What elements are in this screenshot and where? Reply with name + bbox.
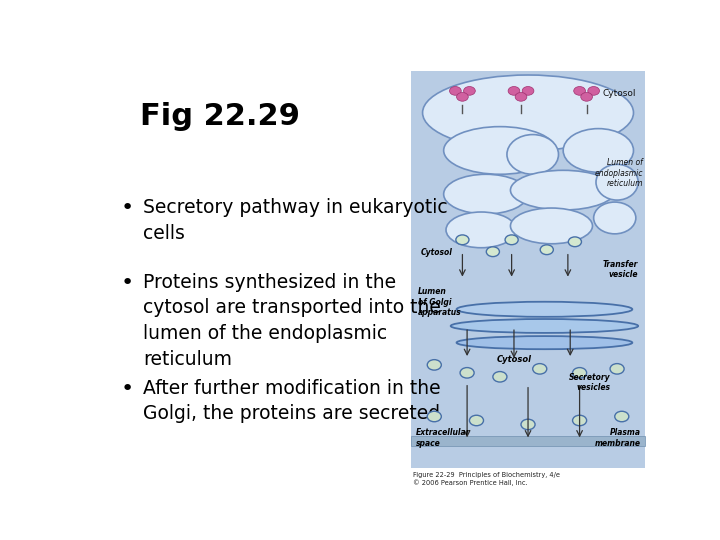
Text: •: •: [121, 273, 134, 293]
Text: •: •: [121, 379, 134, 399]
Circle shape: [427, 360, 441, 370]
Circle shape: [469, 415, 484, 426]
Circle shape: [521, 419, 535, 430]
Text: Secretory
vesicles: Secretory vesicles: [568, 373, 610, 392]
Circle shape: [486, 247, 500, 256]
Circle shape: [493, 372, 507, 382]
Text: Lumen of
endoplasmic
reticulum: Lumen of endoplasmic reticulum: [595, 158, 643, 188]
Text: Cytosol: Cytosol: [497, 355, 531, 364]
Circle shape: [522, 86, 534, 95]
Ellipse shape: [594, 202, 636, 234]
Ellipse shape: [510, 170, 616, 210]
Circle shape: [449, 86, 462, 95]
Text: Figure 22-29  Principles of Biochemistry, 4/e
© 2006 Pearson Prentice Hall, Inc.: Figure 22-29 Principles of Biochemistry,…: [413, 472, 560, 486]
Circle shape: [574, 86, 585, 95]
Text: Plasma
membrane: Plasma membrane: [595, 428, 641, 448]
Bar: [411, 71, 645, 468]
Ellipse shape: [507, 134, 559, 174]
Ellipse shape: [596, 164, 638, 200]
Text: Cytosol: Cytosol: [603, 89, 636, 98]
Text: Transfer
vesicle: Transfer vesicle: [603, 260, 638, 279]
Ellipse shape: [444, 174, 528, 214]
Circle shape: [540, 245, 554, 255]
Circle shape: [572, 368, 587, 378]
Text: Secretory pathway in eukaryotic
cells: Secretory pathway in eukaryotic cells: [143, 198, 448, 242]
Ellipse shape: [510, 208, 593, 244]
Text: Proteins synthesized in the
cytosol are transported into the
lumen of the endopl: Proteins synthesized in the cytosol are …: [143, 273, 441, 369]
Text: •: •: [121, 198, 134, 218]
Circle shape: [427, 411, 441, 422]
Ellipse shape: [444, 126, 556, 174]
Circle shape: [456, 92, 468, 101]
Circle shape: [581, 92, 593, 101]
Circle shape: [568, 237, 582, 247]
Ellipse shape: [451, 319, 638, 333]
Circle shape: [505, 235, 518, 245]
Text: After further modification in the
Golgi, the proteins are secreted: After further modification in the Golgi,…: [143, 379, 441, 423]
Text: Cytosol: Cytosol: [420, 248, 452, 256]
Ellipse shape: [563, 129, 634, 172]
Circle shape: [508, 86, 520, 95]
Text: Extracellular
space: Extracellular space: [415, 428, 470, 448]
Ellipse shape: [456, 336, 632, 349]
Circle shape: [515, 92, 527, 101]
Circle shape: [615, 411, 629, 422]
Circle shape: [533, 363, 546, 374]
Text: Lumen
of Golgi
apparatus: Lumen of Golgi apparatus: [418, 287, 462, 318]
Ellipse shape: [423, 75, 634, 151]
Circle shape: [464, 86, 475, 95]
Ellipse shape: [456, 302, 632, 317]
Circle shape: [572, 415, 587, 426]
Bar: [411, 436, 645, 446]
Circle shape: [610, 363, 624, 374]
Circle shape: [588, 86, 600, 95]
Text: Fig 22.29: Fig 22.29: [140, 102, 300, 131]
Circle shape: [456, 235, 469, 245]
Ellipse shape: [446, 212, 516, 248]
Circle shape: [460, 368, 474, 378]
